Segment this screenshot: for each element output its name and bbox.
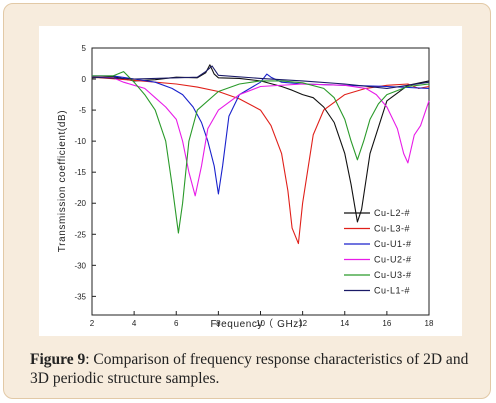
legend-label: Cu-U1-# [374, 239, 412, 249]
series-line [91, 76, 430, 197]
y-tick-label: 5 [82, 44, 87, 53]
chart-panel: 5 0 -5 -10 -15 -20 -25 -30 -35 2 4 6 8 10 12 14 16 18 Fr… [39, 26, 462, 336]
figure-caption: Figure 9: Comparison of frequency respon… [30, 350, 480, 388]
x-tick-label: 4 [132, 319, 137, 328]
caption-text: : Comparison of frequency response chara… [30, 351, 469, 387]
x-tick-label: 16 [382, 319, 391, 328]
y-tick-label: -20 [74, 199, 86, 208]
y-axis-ticks: 5 0 -5 -10 -15 -20 -25 -30 -35 [74, 44, 96, 301]
series-line [92, 71, 430, 234]
y-tick-label: 0 [82, 75, 87, 84]
y-tick-label: -35 [74, 292, 86, 301]
x-tick-label: 10 [256, 319, 265, 328]
x-axis-title: Frequency（ GHz） [210, 318, 309, 330]
y-tick-label: -15 [74, 168, 86, 177]
frequency-response-chart: 5 0 -5 -10 -15 -20 -25 -30 -35 2 4 6 8 10 12 14 16 18 Fr… [57, 44, 434, 330]
x-tick-label: 8 [216, 319, 221, 328]
y-tick-label: -5 [79, 106, 87, 115]
legend-label: Cu-L3-# [374, 224, 410, 234]
y-tick-label: -10 [74, 137, 86, 146]
y-tick-label: -25 [74, 230, 86, 239]
series-line [91, 65, 430, 89]
series-line [91, 76, 430, 245]
series-line [91, 64, 430, 223]
legend: Cu-L2-# Cu-L3-# Cu-U1-# Cu-U2-# Cu-U3-# Cu-L1… [344, 208, 412, 296]
series-line [92, 73, 430, 195]
x-tick-label: 14 [340, 319, 349, 328]
legend-label: Cu-U3-# [374, 270, 412, 280]
y-tick-label: -30 [74, 261, 86, 270]
caption-label: Figure 9 [30, 351, 86, 368]
legend-label: Cu-L1-# [374, 286, 410, 296]
x-axis-ticks: 2 4 6 8 10 12 14 16 18 [90, 311, 434, 328]
figure-frame: 5 0 -5 -10 -15 -20 -25 -30 -35 2 4 6 8 10 12 14 16 18 Fr… [3, 3, 491, 399]
x-tick-label: 18 [425, 319, 434, 328]
legend-label: Cu-U2-# [374, 255, 412, 265]
x-tick-label: 2 [90, 319, 95, 328]
x-tick-label: 12 [298, 319, 307, 328]
y-axis-title: Transmission coefficient(dB) [57, 110, 68, 252]
legend-label: Cu-L2-# [374, 208, 410, 218]
series-lines [91, 64, 430, 245]
x-tick-label: 6 [174, 319, 179, 328]
